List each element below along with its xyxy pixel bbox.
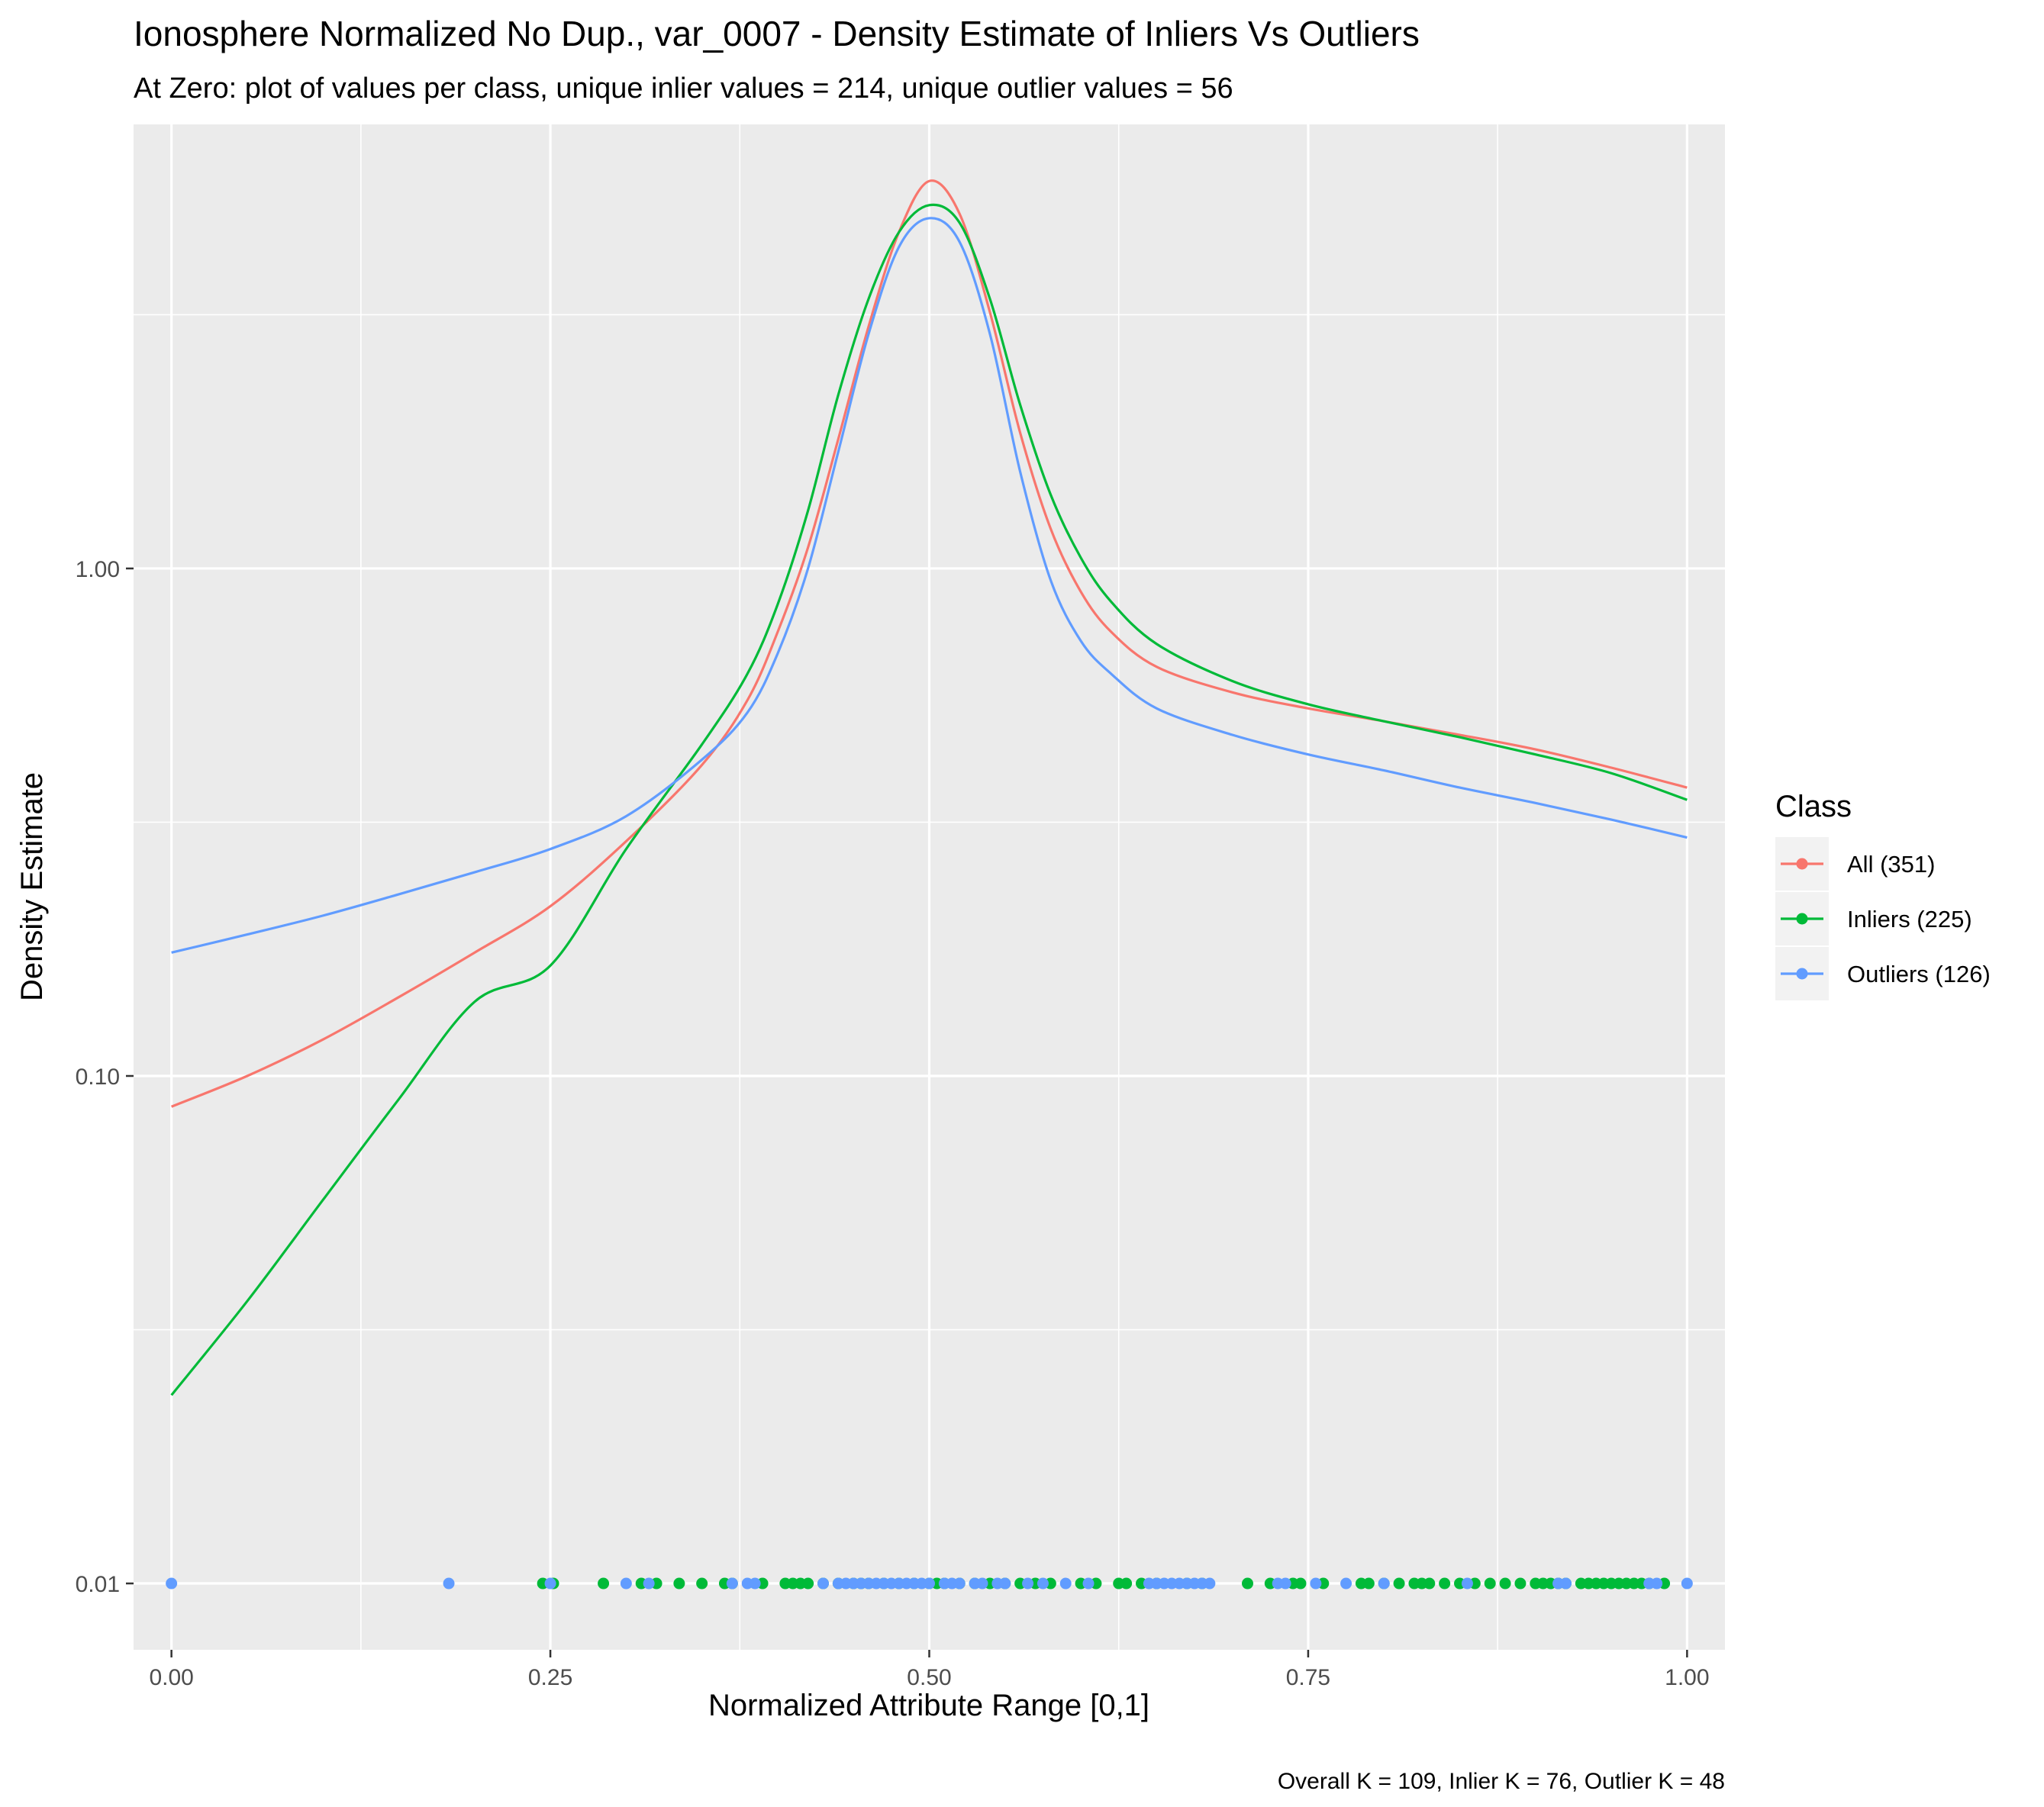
y-tick-label: 1.00 <box>76 557 120 582</box>
inlier-rug-point <box>598 1577 610 1590</box>
legend-title: Class <box>1775 790 1852 823</box>
outlier-rug-point <box>443 1577 455 1590</box>
outlier-rug-point <box>999 1577 1011 1590</box>
inlier-rug-point <box>1242 1577 1253 1590</box>
chart-caption: Overall K = 109, Inlier K = 76, Outlier … <box>1278 1769 1725 1794</box>
outlier-rug-point <box>976 1577 988 1590</box>
y-tick-label: 0.01 <box>76 1572 120 1597</box>
outlier-rug-point <box>1651 1577 1663 1590</box>
outlier-rug-point <box>1340 1577 1352 1590</box>
outlier-rug-point <box>924 1577 935 1590</box>
y-axis-ticks: 0.01 0.10 1.00 <box>76 557 134 1597</box>
inlier-rug-point <box>1393 1577 1405 1590</box>
inlier-rug-point <box>673 1577 685 1590</box>
inliers-density-line <box>170 203 1688 1396</box>
outlier-rug-point <box>953 1577 966 1590</box>
legend: Class All (351) Inliers (225) Outliers (12… <box>1775 790 1991 1000</box>
outlier-rug-point <box>1204 1577 1216 1590</box>
legend-entry-outliers: Outliers (126) <box>1775 947 1991 1000</box>
x-tick-label: 0.50 <box>907 1665 951 1690</box>
outliers-density-line <box>171 217 1688 954</box>
legend-label: Outliers (126) <box>1847 961 1991 987</box>
inlier-rug-point <box>1439 1577 1451 1590</box>
outlier-rug-point <box>620 1577 632 1590</box>
inlier-rug-point <box>1423 1577 1436 1590</box>
inlier-rug-point <box>1120 1577 1133 1590</box>
x-tick-label: 0.75 <box>1286 1665 1330 1690</box>
x-axis-title: Normalized Attribute Range [0,1] <box>708 1689 1149 1722</box>
chart-title: Ionosphere Normalized No Dup., var_0007 … <box>134 14 1420 53</box>
inlier-rug-point <box>802 1577 814 1590</box>
legend-key-point <box>1796 858 1808 870</box>
outlier-rug-point <box>1059 1577 1072 1590</box>
outlier-rug-point <box>1037 1577 1049 1590</box>
legend-key-point <box>1796 968 1808 980</box>
x-tick-label: 0.25 <box>528 1665 572 1690</box>
x-tick-label: 1.00 <box>1665 1665 1709 1690</box>
y-axis-title: Density Estimate <box>15 772 49 1001</box>
inlier-rug-point <box>696 1577 708 1590</box>
all-density-line <box>171 179 1688 1108</box>
rug-points <box>166 1577 1693 1590</box>
inlier-rug-point <box>1514 1577 1527 1590</box>
legend-entry-inliers: Inliers (225) <box>1775 892 1972 945</box>
outlier-rug-point <box>726 1577 738 1590</box>
outlier-rug-point <box>643 1577 655 1590</box>
density-lines <box>170 179 1688 1396</box>
outlier-rug-point <box>1461 1577 1473 1590</box>
major-gridlines <box>134 124 1725 1650</box>
outlier-rug-point <box>1378 1577 1390 1590</box>
legend-entry-all: All (351) <box>1775 837 1935 891</box>
legend-label: Inliers (225) <box>1847 906 1972 932</box>
outlier-rug-point <box>166 1577 178 1590</box>
outlier-rug-point <box>1279 1577 1291 1590</box>
x-tick-label: 0.00 <box>149 1665 193 1690</box>
legend-label: All (351) <box>1847 851 1935 878</box>
outlier-rug-point <box>544 1577 556 1590</box>
outlier-rug-point <box>1560 1577 1572 1590</box>
inlier-rug-point <box>1362 1577 1375 1590</box>
outlier-rug-point <box>1082 1577 1095 1590</box>
inlier-rug-point <box>1294 1577 1307 1590</box>
x-axis-ticks: 0.00 0.25 0.50 0.75 1.00 <box>149 1650 1710 1690</box>
chart-subtitle: At Zero: plot of values per class, uniqu… <box>134 72 1233 105</box>
inlier-rug-point <box>1484 1577 1496 1590</box>
outlier-rug-point <box>1022 1577 1034 1590</box>
y-tick-label: 0.10 <box>76 1065 120 1090</box>
outlier-rug-point <box>817 1577 829 1590</box>
inlier-rug-point <box>1499 1577 1511 1590</box>
outlier-rug-point <box>1681 1577 1693 1590</box>
legend-key-point <box>1796 913 1808 925</box>
outlier-rug-point <box>1310 1577 1322 1590</box>
outlier-rug-point <box>749 1577 761 1590</box>
